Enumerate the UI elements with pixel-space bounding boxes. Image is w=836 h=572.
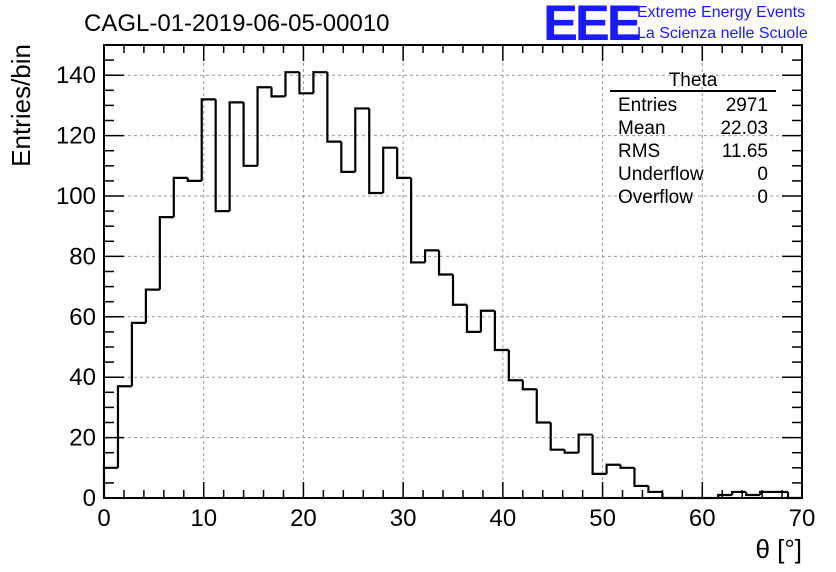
stats-label: Underflow — [618, 164, 704, 185]
histogram-bin — [284, 71, 300, 97]
y-tick-label: 140 — [56, 62, 96, 89]
stats-row-rms: RMS 11.65 — [610, 140, 776, 163]
axis-ticks — [103, 44, 803, 499]
histogram-bin — [549, 422, 565, 451]
histogram-bin — [158, 216, 174, 290]
histogram-bin — [451, 274, 467, 306]
x-tick-label: 20 — [290, 505, 317, 532]
histogram-bin — [256, 86, 272, 166]
histogram-bin — [396, 147, 412, 179]
histogram-bin — [591, 434, 607, 475]
logo-line-2: La Scienza nelle Scuole — [637, 25, 808, 42]
y-tick-label: 80 — [69, 243, 96, 270]
histogram-bin — [186, 177, 202, 182]
y-tick-label: 100 — [56, 183, 96, 210]
grid-lines — [104, 45, 802, 498]
x-axis-label: θ [°] — [755, 534, 802, 564]
y-tick-label: 20 — [69, 425, 96, 452]
x-tick-label: 50 — [589, 505, 616, 532]
stats-value: 0 — [757, 187, 768, 208]
stats-title: Theta — [610, 70, 776, 92]
histogram-bin — [479, 309, 495, 332]
logo-line-1: Extreme Energy Events — [637, 4, 806, 21]
x-tick-label: 10 — [190, 505, 217, 532]
histogram-bin — [130, 321, 146, 387]
y-tick-label: 60 — [69, 304, 96, 331]
stats-value: 11.65 — [721, 141, 768, 162]
histogram-bin — [577, 433, 593, 453]
histogram-bin — [144, 288, 160, 323]
histogram-bin — [521, 380, 537, 391]
histogram-bin — [717, 493, 733, 498]
logo-letters: EEE — [543, 0, 642, 51]
histogram-bin — [535, 389, 551, 424]
stats-label: RMS — [618, 141, 661, 162]
histogram-bin — [242, 102, 258, 167]
histogram-bin — [745, 491, 761, 497]
histogram-bin — [493, 310, 509, 352]
stats-row-overflow: Overflow 0 — [610, 186, 776, 209]
x-tick-label: 40 — [490, 505, 517, 532]
histogram-bin — [228, 101, 244, 212]
histogram-bin — [465, 304, 481, 333]
histogram-bin — [340, 141, 356, 173]
histogram-bin — [759, 490, 775, 495]
histogram-bin — [605, 463, 621, 474]
histogram-bin — [382, 146, 398, 193]
histogram-bin — [423, 249, 440, 263]
x-tick-label: 70 — [789, 505, 816, 532]
y-tick-label: 40 — [69, 364, 96, 391]
stats-value: 2971 — [725, 95, 768, 116]
x-tick-label: 0 — [97, 505, 110, 532]
y-tick-label: 120 — [56, 123, 96, 150]
histogram-bin — [312, 71, 328, 94]
stats-label: Mean — [618, 118, 666, 139]
histogram-bin — [298, 72, 314, 95]
stats-label: Entries — [618, 95, 678, 116]
histogram-bin — [368, 108, 384, 195]
x-tick-label: 60 — [689, 505, 716, 532]
histogram-bin — [116, 385, 132, 468]
histogram-bin — [647, 485, 663, 494]
stats-value: 22.03 — [720, 118, 768, 139]
stats-row-underflow: Underflow 0 — [610, 163, 776, 186]
histogram-bin — [563, 449, 579, 454]
tick-labels: 0 10 20 30 40 50 60 70 0 20 40 60 80 100 120 140 — [56, 62, 815, 532]
histogram-bin — [354, 107, 370, 172]
x-tick-label: 30 — [390, 505, 417, 532]
y-axis-label: Entries/bin — [6, 44, 36, 167]
histogram-bin — [214, 99, 230, 213]
histogram-bin — [619, 464, 635, 469]
histogram-bin — [410, 177, 426, 264]
histogram-bin — [172, 176, 188, 218]
y-tick-label: 0 — [83, 485, 96, 512]
chart-title: CAGL-01-2019-06-05-00010 — [84, 10, 390, 37]
stats-box: Theta Entries 2971 Mean 22.03 RMS 11.65 … — [610, 70, 776, 209]
stats-row-entries: Entries 2971 — [610, 94, 776, 117]
histogram-bin — [437, 250, 453, 276]
histogram-bin — [326, 72, 342, 143]
histogram-bin — [507, 350, 523, 382]
histogram-bin — [270, 87, 286, 98]
histogram-bin — [200, 98, 216, 181]
stats-row-mean: Mean 22.03 — [610, 117, 776, 140]
stats-value: 0 — [757, 164, 768, 185]
histogram-bin — [633, 467, 649, 488]
stats-label: Overflow — [618, 187, 693, 208]
histogram-bin — [731, 490, 747, 495]
